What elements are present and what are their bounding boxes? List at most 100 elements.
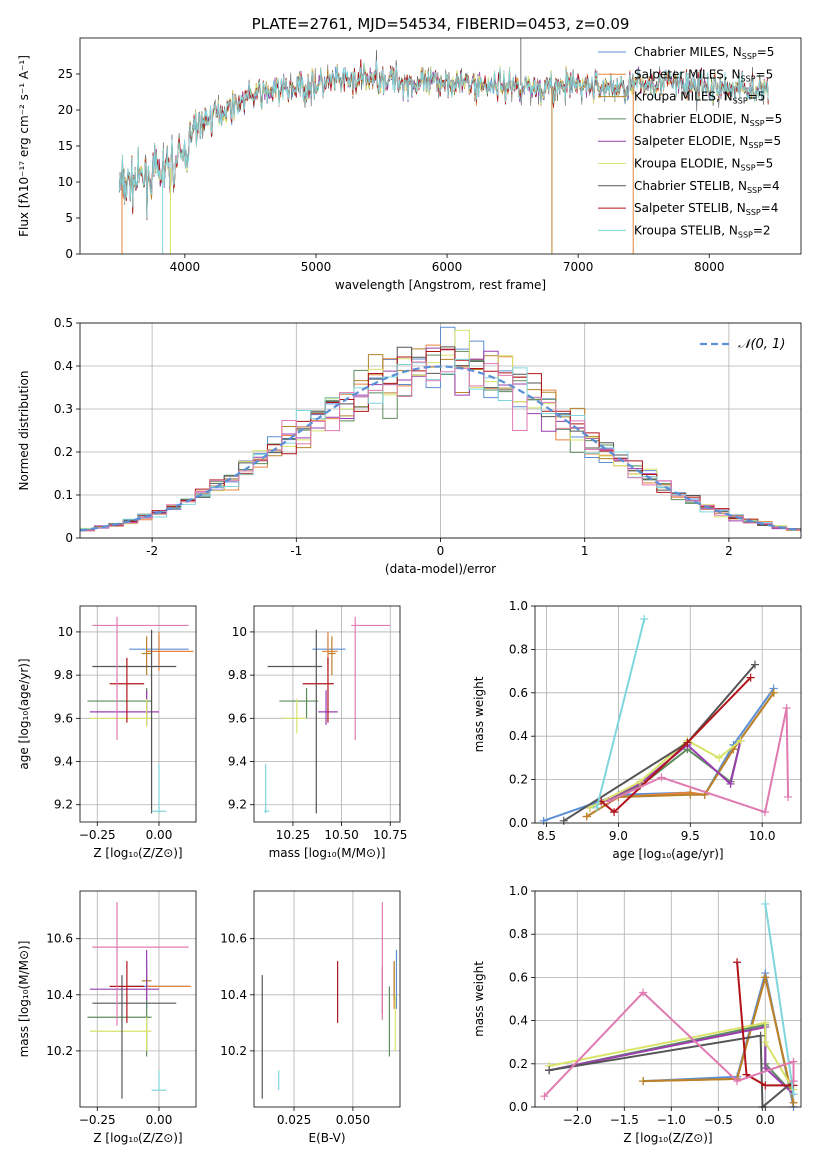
y-tick-label: 0.4 <box>509 729 528 743</box>
plot-area <box>540 899 798 1111</box>
legend-label: Salpeter MILES, N <box>634 67 741 81</box>
data-point <box>761 808 770 817</box>
panel-residuals: -2 -1 0 1 2 0 0.1 0.2 0.3 0.4 0.5 (data-model)/erro… <box>17 316 802 576</box>
x-axis-label: Z [log₁₀(Z/Z⊙)] <box>93 846 182 860</box>
x-tick-label: -2 <box>146 544 158 558</box>
x-tick-label: 0.00 <box>146 828 173 842</box>
axes-frame <box>79 605 197 823</box>
data-point <box>545 1066 554 1075</box>
legend-sub: SSP <box>747 186 762 195</box>
legend-entry: Chabrier MILES, NSSP=5 <box>634 45 774 61</box>
x-tick-label: 6000 <box>432 260 463 274</box>
x-tick-label: −0.5 <box>704 1113 733 1127</box>
x-tick-label: 0.0 <box>756 1113 775 1127</box>
data-point <box>756 1031 765 1040</box>
y-tick-label: 0.8 <box>509 642 528 656</box>
legend-label: Salpeter STELIB, N <box>634 201 746 215</box>
panel-weight_vs_z: −2.0 −1.5 −1.0 −0.5 0.0 0.0 0.2 0.4 0.6 0.8 1.0 Z [… <box>472 884 802 1145</box>
y-tick-label: 10.4 <box>220 988 247 1002</box>
data-point <box>782 703 791 712</box>
data-point <box>582 812 591 821</box>
y-tick-label: 10.6 <box>220 932 247 946</box>
data-point <box>769 688 778 697</box>
y-tick-label: 10.6 <box>46 932 73 946</box>
y-tick-label: 9.4 <box>228 755 247 769</box>
legend-tail: =5 <box>757 45 775 59</box>
data-point <box>733 958 742 967</box>
y-axis-label: mass weight <box>472 961 486 1037</box>
data-point <box>639 1077 648 1086</box>
y-tick-label: 10.2 <box>220 1044 247 1058</box>
y-tick-label: 9.8 <box>228 668 247 682</box>
data-point <box>539 816 548 825</box>
data-point <box>789 1077 798 1086</box>
x-tick-label: 0.025 <box>277 1113 311 1127</box>
y-tick-label: 0.4 <box>509 1014 528 1028</box>
y-tick-label: 0.6 <box>509 686 528 700</box>
y-tick-label: 0.6 <box>509 970 528 984</box>
plot-area <box>79 326 802 532</box>
series-line-chabrier_miles <box>543 687 775 822</box>
data-point <box>686 790 695 799</box>
axes-frame <box>79 37 802 255</box>
y-axis-label: mass [log₁₀(M/M⊙)] <box>17 941 31 1058</box>
y-tick-label: 0 <box>65 531 73 545</box>
legend-entry: Chabrier ELODIE, NSSP=5 <box>634 112 782 128</box>
legend-tail: =5 <box>765 112 783 126</box>
y-tick-label: 0.2 <box>509 773 528 787</box>
x-axis-label: wavelength [Angstrom, rest frame] <box>335 278 546 292</box>
y-tick-label: 0.0 <box>509 1100 528 1114</box>
panel-age_vs_z: −0.25 0.00 9.2 9.4 9.6 9.8 10 Z [log₁₀(Z/Z⊙)] ag… <box>17 605 197 860</box>
legend-tail: =4 <box>761 201 779 215</box>
y-tick-label: 20 <box>58 103 73 117</box>
data-point <box>789 1090 798 1099</box>
y-tick-label: 0.1 <box>54 488 73 502</box>
y-tick-label: 0.0 <box>509 816 528 830</box>
axes-frame <box>79 890 197 1108</box>
plot-area <box>263 616 391 814</box>
axes-frame <box>534 890 802 1108</box>
x-axis-label: age [log₁₀(age/yr)] <box>612 847 723 861</box>
y-tick-label: 15 <box>58 139 73 153</box>
x-tick-label: 10.0 <box>749 829 776 843</box>
data-point <box>761 1018 770 1027</box>
y-tick-label: 0.4 <box>54 359 73 373</box>
y-tick-label: 0 <box>65 247 73 261</box>
legend-tail: =5 <box>748 90 766 104</box>
legend-sub: SSP <box>742 52 757 61</box>
legend-sub: SSP <box>750 119 765 128</box>
legend-tail: =5 <box>756 67 774 81</box>
plot-area <box>87 902 192 1099</box>
x-tick-label: 8000 <box>694 260 725 274</box>
x-tick-label: −0.25 <box>79 1113 116 1127</box>
data-point <box>761 973 770 982</box>
legend-label: Kroupa MILES, N <box>634 90 733 104</box>
series-line-chabrier_stelib <box>548 1034 795 1110</box>
legend-tail: =5 <box>763 134 781 148</box>
legend-sub: SSP <box>741 164 756 173</box>
data-point <box>610 808 619 817</box>
y-tick-label: 9.4 <box>54 755 73 769</box>
legend-entry: Kroupa ELODIE, NSSP=5 <box>634 157 773 173</box>
y-tick-label: 10.2 <box>46 1044 73 1058</box>
legend-entry: Salpeter STELIB, NSSP=4 <box>634 201 778 217</box>
data-point <box>746 673 755 682</box>
plot-area <box>118 38 769 254</box>
x-tick-label: 1 <box>581 544 589 558</box>
y-tick-label: 10 <box>58 625 73 639</box>
legend-entry: Kroupa MILES, NSSP=5 <box>634 90 765 106</box>
y-tick-label: 10 <box>232 625 247 639</box>
data-point <box>540 1092 549 1101</box>
x-tick-label: 10.25 <box>276 828 310 842</box>
plot-area <box>539 615 793 825</box>
x-tick-label: 9.5 <box>681 829 700 843</box>
x-tick-label: 0 <box>437 544 445 558</box>
data-point <box>715 753 724 762</box>
x-tick-label: −2.0 <box>563 1113 592 1127</box>
y-tick-label: 0.3 <box>54 402 73 416</box>
legend-label: Chabrier ELODIE, N <box>634 112 750 126</box>
data-point <box>592 803 601 812</box>
series-line-salpeter_stelib <box>736 962 794 1087</box>
y-tick-label: 9.8 <box>54 668 73 682</box>
